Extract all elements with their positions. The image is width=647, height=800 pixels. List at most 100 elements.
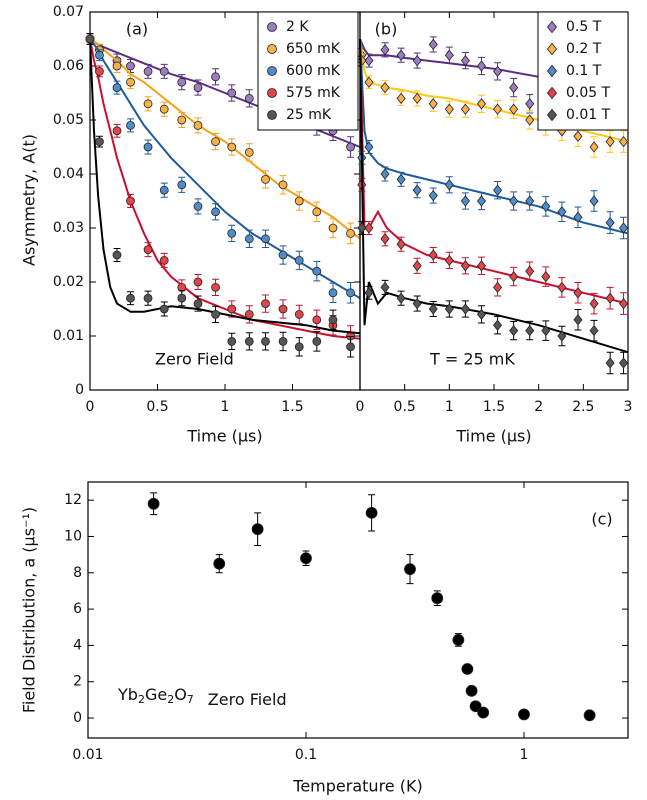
data-point — [244, 147, 254, 157]
data-point — [213, 557, 226, 570]
data-point — [380, 281, 390, 294]
data-point — [509, 195, 519, 207]
fit-line — [89, 38, 361, 340]
data-point — [444, 103, 454, 115]
data-point — [364, 54, 374, 67]
data-point — [573, 314, 583, 326]
legend-marker — [546, 42, 558, 56]
data-point — [193, 121, 203, 130]
x-tick-label: 0.5 — [146, 399, 168, 415]
y-axis-label: Asymmetry, A(t) — [20, 134, 39, 266]
data-point — [412, 54, 422, 67]
y-tick-label: 0.07 — [53, 4, 84, 20]
annotation: Zero Field — [208, 690, 287, 709]
data-point — [541, 324, 551, 337]
data-point — [364, 76, 374, 88]
y-tick-label: 6 — [73, 601, 82, 617]
data-point — [244, 336, 254, 346]
data-point — [112, 83, 122, 92]
data-point — [312, 207, 322, 217]
data-point — [177, 180, 187, 190]
data-point — [244, 309, 254, 319]
y-tick-label: 0.01 — [53, 328, 84, 344]
data-point — [261, 174, 270, 184]
data-point — [211, 72, 220, 82]
data-point — [278, 180, 288, 190]
data-point — [444, 179, 454, 191]
y-tick-label: 0.06 — [53, 58, 84, 74]
data-point — [557, 281, 567, 294]
data-point — [476, 308, 487, 321]
x-tick-label: 1 — [520, 747, 529, 763]
data-point — [557, 206, 567, 218]
legend-label: 25 mK — [286, 107, 332, 123]
data-point — [509, 81, 519, 94]
data-point — [278, 250, 288, 260]
x-tick-label: 0.5 — [394, 399, 416, 415]
data-point — [477, 706, 490, 719]
data-point — [428, 303, 438, 315]
data-point — [380, 168, 390, 180]
x-tick-label: 0.1 — [295, 747, 317, 763]
data-point — [312, 315, 322, 325]
data-point — [261, 234, 270, 244]
x-tick-label: 2 — [534, 399, 543, 415]
data-point — [346, 288, 355, 298]
data-point — [227, 142, 237, 152]
plot-frame — [87, 481, 629, 739]
y-tick-label: 0.03 — [53, 220, 84, 236]
data-point — [493, 281, 503, 294]
legend-marker — [546, 64, 558, 78]
data-point — [412, 92, 422, 105]
legend-label: 2 K — [286, 19, 309, 35]
data-point — [211, 309, 220, 319]
data-point — [428, 189, 438, 202]
data-point — [159, 104, 169, 114]
data-point — [193, 201, 203, 211]
data-point — [251, 523, 264, 536]
data-point — [493, 103, 503, 115]
data-point — [95, 67, 104, 76]
data-point — [364, 222, 374, 234]
y-tick-label: 4 — [73, 637, 82, 653]
data-point — [444, 49, 454, 61]
annotation-part: 2 — [138, 693, 145, 706]
data-point — [509, 270, 519, 283]
x-axis-label: Temperature (K) — [292, 777, 422, 796]
data-point — [112, 250, 122, 260]
data-point — [95, 50, 104, 60]
data-point — [444, 254, 454, 267]
data-point — [364, 141, 374, 153]
data-point — [396, 238, 406, 250]
data-point — [380, 233, 390, 245]
data-point — [95, 137, 104, 147]
data-point — [460, 260, 470, 272]
data-point — [583, 709, 596, 722]
data-point — [328, 315, 338, 325]
data-point — [619, 135, 629, 148]
data-point — [605, 292, 615, 304]
data-point — [211, 282, 220, 292]
data-point — [159, 67, 169, 76]
data-point — [380, 44, 390, 56]
data-point — [294, 255, 304, 265]
data-point — [476, 260, 487, 272]
y-tick-label: 8 — [73, 565, 82, 581]
data-point — [244, 234, 254, 244]
data-point — [541, 200, 551, 213]
y-tick-label: 0.04 — [53, 166, 84, 182]
data-point — [85, 34, 95, 44]
data-point — [428, 98, 438, 110]
panel-label: (c) — [591, 510, 612, 529]
data-point — [193, 83, 203, 92]
data-point — [493, 184, 503, 196]
data-point — [605, 216, 615, 229]
legend-marker — [267, 110, 277, 120]
data-point — [143, 67, 153, 76]
data-point — [380, 81, 390, 94]
legend-label: 650 mK — [286, 41, 341, 57]
x-tick-label: 1 — [221, 399, 230, 415]
data-point — [396, 292, 406, 304]
legend-label: 600 mK — [286, 63, 341, 79]
